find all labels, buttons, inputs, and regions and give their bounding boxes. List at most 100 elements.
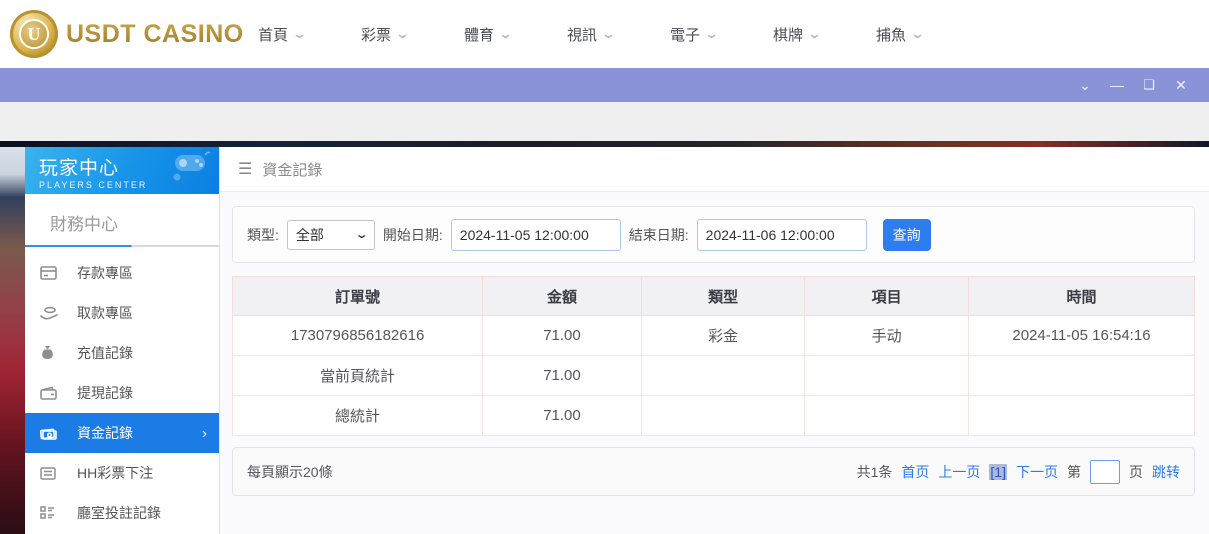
sidebar-item-label: 廳室投註記錄 [77,505,161,521]
start-date-label: 開始日期: [382,226,443,243]
jump-prefix-label: 第 [1067,463,1081,480]
sidebar-item-fund-records[interactable]: 資金記錄 › [25,413,219,453]
page-size-text: 每頁顯示20條 [247,463,333,480]
bank-card-icon [40,264,58,282]
chevron-right-icon: › [202,424,207,442]
query-button[interactable]: 查詢 [882,218,931,251]
fund-records-table: 訂單號 金額 類型 項目 時間 1730796856182616 71.00 彩… [231,276,1196,436]
nav-item-lottery[interactable]: 彩票 ⌄ [361,24,464,45]
type-select-value: 全部 [295,226,324,243]
nav-item-slots[interactable]: 電子 ⌄ [670,24,773,45]
sidebar-item-label: 提現記錄 [77,385,133,401]
sidebar-item-label: 資金記錄 [77,425,133,441]
end-date-label: 結束日期: [628,226,689,243]
player-center-sidebar: 玩家中心 PLAYERS CENTER 財務中心 [25,147,220,534]
chevron-down-icon: ⌄ [497,26,514,41]
brand-name: USDT CASINO [66,19,244,48]
list-document-icon [40,464,58,482]
cell-amount: 71.00 [482,355,642,396]
checklist-icon [40,504,58,522]
chevron-down-icon: ⌄ [806,26,823,41]
sidebar-section-title: 財務中心 [50,215,118,234]
top-navigation: 首頁 ⌄ 彩票 ⌄ 體育 ⌄ 視訊 ⌄ 電子 ⌄ 棋牌 ⌄ [258,24,979,45]
sidebar-subtitle: PLAYERS CENTER [39,180,148,190]
start-date-input[interactable] [450,218,621,251]
cell-order-no: 1730796856182616 [231,315,484,356]
cell-type [640,395,806,436]
cell-amount: 71.00 [482,315,642,356]
cell-item: 手动 [804,315,969,356]
sidebar-item-withdrawal-records[interactable]: 提現記錄 [25,373,219,413]
nav-label: 體育 [464,26,495,44]
hamburger-menu-icon[interactable]: ☰ [238,161,253,178]
fund-records-panel: ☰ 資金記錄 類型: 全部 ⌄ 開始日期: 結束日期: 查詢 [220,147,1209,534]
column-header-item: 項目 [804,276,969,316]
sidebar-item-label: 充值記錄 [77,345,133,361]
nav-label: 視訊 [567,26,598,44]
page-title: 資金記錄 [262,161,323,179]
select-arrow-icon: ⌄ [354,229,369,241]
table-row: 1730796856182616 71.00 彩金 手动 2024-11-05 … [231,315,1196,356]
window-maximize-icon[interactable]: ❑ [1143,77,1155,92]
filter-toolbar: 類型: 全部 ⌄ 開始日期: 結束日期: 查詢 [232,206,1195,263]
column-header-time: 時間 [967,276,1196,316]
nav-label: 彩票 [361,26,392,44]
window-minimize-icon[interactable]: — [1110,77,1124,93]
total-count-text: 共1条 [856,463,893,480]
background-photo-strip [0,147,25,534]
window-titlebar: ⌄ — ❑ ✕ [0,68,1209,102]
type-select[interactable]: 全部 ⌄ [286,219,375,250]
cell-time [967,395,1196,436]
chevron-down-icon: ⌄ [909,26,926,41]
cell-item [804,395,969,436]
logo-letter: U [19,19,49,49]
chevron-down-icon: ⌄ [600,26,617,41]
column-header-amount: 金額 [482,276,642,316]
background-photo-band [0,141,1209,147]
sidebar-item-withdraw[interactable]: 取款專區 [25,293,219,333]
nav-item-chess[interactable]: 棋牌 ⌄ [773,24,876,45]
pagination-bar: 每頁顯示20條 共1条 首页 上一页 [1] 下一页 第 页 跳转 [232,447,1195,496]
wallet-icon [40,384,58,402]
window-close-icon[interactable]: ✕ [1175,76,1187,93]
nav-item-live[interactable]: 視訊 ⌄ [567,24,670,45]
sidebar-item-hh-lottery-bets[interactable]: HH彩票下注 [25,453,219,493]
nav-label: 電子 [670,26,701,44]
gamepad-icon [167,151,211,181]
sidebar-title: 玩家中心 [39,158,120,179]
sidebar-item-recharge-records[interactable]: 充值記錄 [25,333,219,373]
money-bag-icon [40,344,58,362]
end-date-input[interactable] [696,218,867,251]
prev-page-link[interactable]: 上一页 [938,463,981,480]
site-header: U USDT CASINO 首頁 ⌄ 彩票 ⌄ 體育 ⌄ 視訊 ⌄ 電子 [0,0,1209,68]
nav-item-fishing[interactable]: 捕魚 ⌄ [876,24,979,45]
nav-item-home[interactable]: 首頁 ⌄ [258,24,361,45]
cell-type [640,355,806,396]
casino-logo-icon: U [10,10,58,58]
cell-time [967,355,1196,396]
first-page-link[interactable]: 首页 [901,463,930,480]
sidebar-banner: 玩家中心 PLAYERS CENTER [25,147,219,194]
hand-money-icon [40,304,58,322]
jump-button[interactable]: 跳转 [1152,463,1180,480]
table-header-row: 訂單號 金額 類型 項目 時間 [231,276,1196,316]
type-filter-label: 類型: [247,226,279,243]
window-dropdown-icon[interactable]: ⌄ [1079,76,1091,93]
page-jump-input[interactable] [1090,459,1120,484]
sidebar-item-room-bet-records[interactable]: 廳室投註記錄 [25,493,219,533]
header-spacer [0,102,1209,141]
section-divider [25,245,219,247]
next-page-link[interactable]: 下一页 [1016,463,1058,480]
chevron-down-icon: ⌄ [291,26,308,41]
current-page-indicator: [1] [989,463,1007,480]
nav-item-sports[interactable]: 體育 ⌄ [464,24,567,45]
column-header-order-no: 訂單號 [231,276,484,316]
sidebar-item-deposit[interactable]: 存款專區 [25,253,219,293]
cell-type: 彩金 [640,315,806,356]
column-header-type: 類型 [640,276,806,316]
brand-logo[interactable]: U USDT CASINO [0,10,258,58]
cell-order-no: 總統計 [231,395,484,436]
nav-label: 捕魚 [876,26,907,44]
cash-notes-icon [40,424,58,442]
